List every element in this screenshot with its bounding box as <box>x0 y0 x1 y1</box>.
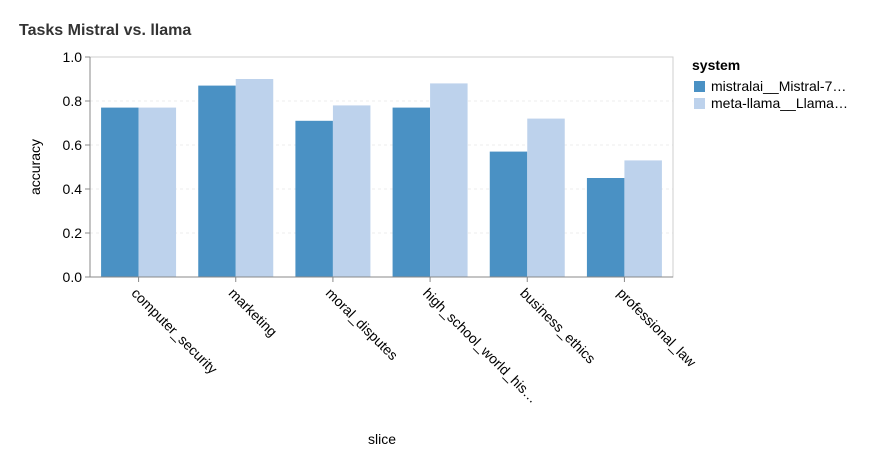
x-tick-label: business_ethics <box>517 285 599 367</box>
y-tick-label: 0.6 <box>63 137 83 153</box>
y-ticks: 0.0 0.2 0.4 0.6 0.8 1.0 <box>63 49 90 285</box>
bar <box>332 105 371 278</box>
bar <box>624 160 662 277</box>
bar <box>392 107 431 277</box>
bar <box>295 120 333 277</box>
legend-title: system <box>692 57 740 73</box>
y-tick-label: 0.4 <box>63 181 83 197</box>
x-axis-title: slice <box>368 431 396 447</box>
x-tick-label: high_school_world_his… <box>420 285 541 406</box>
y-tick-label: 1.0 <box>63 49 83 65</box>
chart-title: Tasks Mistral vs. llama <box>19 22 191 39</box>
x-tick-label: professional_law <box>614 285 700 371</box>
plot-frame <box>89 56 674 278</box>
grid <box>90 100 673 234</box>
x-tick-label: computer_security <box>128 285 220 377</box>
bar <box>430 83 468 278</box>
legend-label: mistralai__Mistral-7… <box>711 78 846 94</box>
x-tick-label: moral_disputes <box>323 285 401 363</box>
bar <box>101 107 139 277</box>
bar <box>527 118 565 277</box>
legend-swatch <box>694 98 705 109</box>
bar <box>198 85 236 277</box>
bar <box>138 107 177 277</box>
x-ticks: computer_security marketing moral_disputes… <box>128 277 700 406</box>
legend: system mistralai__Mistral-7…meta-llama__… <box>692 57 848 111</box>
bar <box>235 79 274 277</box>
legend-swatch <box>694 81 705 92</box>
y-tick-label: 0.0 <box>63 269 83 285</box>
x-tick-label: marketing <box>226 285 281 340</box>
y-tick-label: 0.2 <box>63 225 83 241</box>
y-axis-title: accuracy <box>27 139 43 195</box>
bar <box>586 178 625 277</box>
bars <box>101 79 662 278</box>
legend-label: meta-llama__Llama… <box>711 95 848 111</box>
bar <box>489 151 528 277</box>
y-tick-label: 0.8 <box>63 93 83 109</box>
